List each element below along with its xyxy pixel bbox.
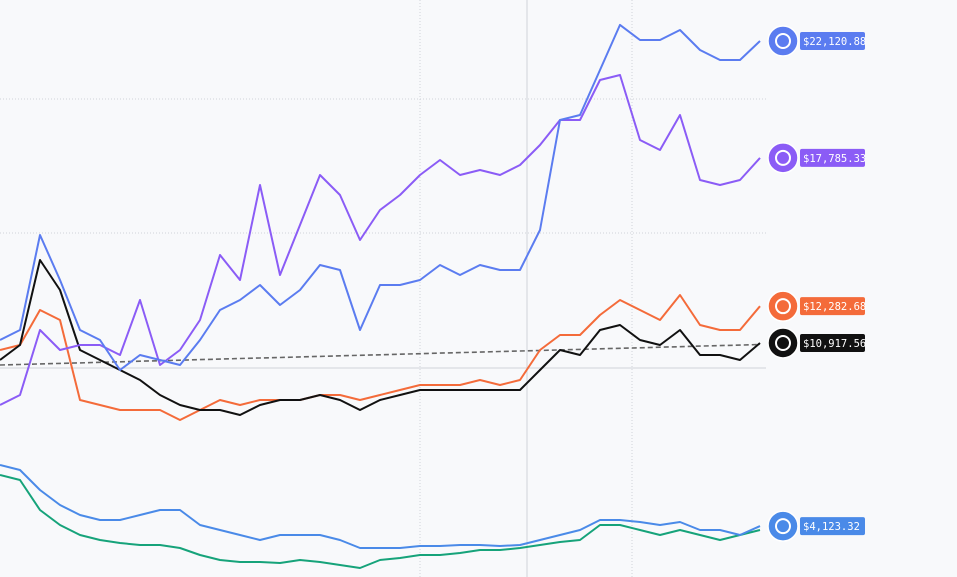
token-icon (767, 25, 799, 57)
line (0, 74, 761, 406)
price-badge (800, 333, 865, 352)
price-badge (800, 148, 865, 167)
price-badge (800, 31, 865, 50)
price-badge (800, 517, 865, 536)
price-label: $22,120.88 (803, 36, 866, 48)
token-glyph (775, 518, 791, 535)
token-icon (767, 290, 799, 322)
token-glyph (775, 298, 791, 315)
price-badge (800, 297, 865, 316)
line (0, 23, 761, 371)
token-glyph (775, 32, 791, 49)
token-glyph (775, 334, 791, 351)
line (0, 294, 761, 421)
price-label: $10,917.56 (803, 338, 866, 350)
price-label: $17,785.33 (803, 153, 866, 165)
line (0, 259, 761, 416)
line (0, 464, 761, 549)
price-label: $12,282.68 (803, 301, 866, 313)
token-icon (767, 327, 799, 359)
line (0, 474, 761, 569)
token-icon (767, 510, 799, 542)
token-glyph (775, 149, 791, 166)
grid (0, 0, 766, 577)
token-icon (767, 142, 799, 174)
price-label: $4,123.32 (803, 521, 860, 533)
line (0, 343, 761, 366)
